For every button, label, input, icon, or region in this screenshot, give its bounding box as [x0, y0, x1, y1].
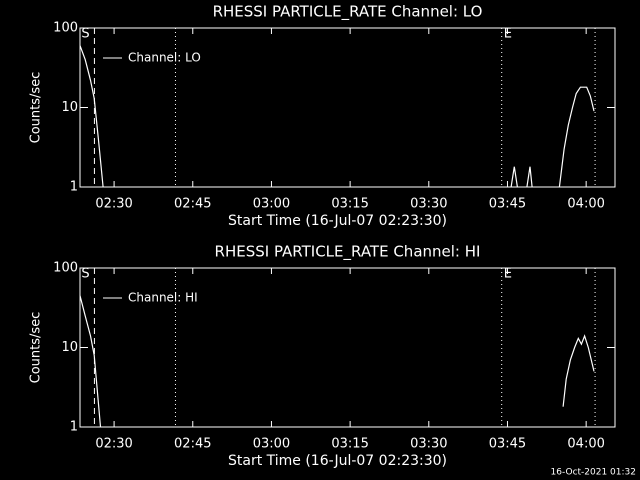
x-tick-label: 02:45: [174, 197, 211, 212]
legend-label: Channel: LO: [128, 51, 201, 65]
x-tick-label: 03:15: [331, 437, 368, 452]
x-tick-label: 03:45: [489, 197, 526, 212]
x-axis-label: Start Time (16-Jul-07 02:23:30): [228, 453, 447, 469]
x-tick-label: 03:00: [253, 197, 290, 212]
y-tick-label: 10: [61, 100, 78, 115]
timestamp: 16-Oct-2021 01:32: [551, 468, 636, 478]
x-tick-label: 02:30: [95, 197, 132, 212]
x-tick-label: 02:45: [174, 437, 211, 452]
marker-label: E: [504, 27, 512, 42]
x-tick-label: 04:00: [567, 437, 604, 452]
marker-label: E: [504, 267, 512, 282]
x-tick-label: 03:00: [253, 437, 290, 452]
marker-label: S: [81, 267, 89, 282]
x-tick-label: 03:15: [331, 197, 368, 212]
y-tick-label: 100: [53, 21, 78, 36]
y-axis-label: Counts/sec: [29, 312, 44, 384]
x-tick-label: 03:30: [410, 197, 447, 212]
x-tick-label: 02:30: [95, 437, 132, 452]
x-tick-label: 04:00: [567, 197, 604, 212]
y-tick-label: 1: [70, 420, 78, 435]
x-tick-label: 03:45: [489, 437, 526, 452]
y-tick-label: 1: [70, 180, 78, 195]
legend-label: Channel: HI: [128, 291, 198, 305]
y-tick-label: 10: [61, 340, 78, 355]
data-line: [79, 45, 595, 188]
x-axis-label: Start Time (16-Jul-07 02:23:30): [228, 213, 447, 229]
y-axis-label: Counts/sec: [29, 72, 44, 144]
y-tick-label: 100: [53, 261, 78, 276]
x-tick-label: 03:30: [410, 437, 447, 452]
data-line: [79, 295, 595, 428]
chart-title: RHESSI PARTICLE_RATE Channel: LO: [213, 3, 483, 22]
marker-label: S: [81, 27, 89, 42]
chart-title: RHESSI PARTICLE_RATE Channel: HI: [215, 243, 481, 262]
